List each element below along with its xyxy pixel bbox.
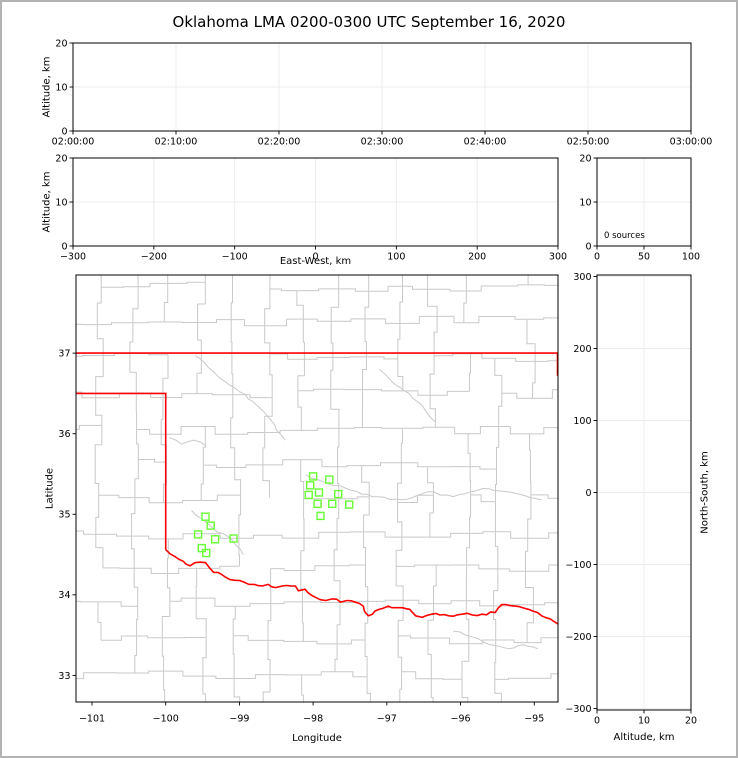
x-tick-label: 50 xyxy=(638,252,650,263)
y-tick-label: −300 xyxy=(565,704,591,715)
x-tick-label: 02:20:00 xyxy=(258,137,301,148)
y-tick-label: 35 xyxy=(58,510,70,521)
y-tick-label: 34 xyxy=(58,590,70,601)
y-axis-label: Latitude xyxy=(44,468,55,509)
x-tick-label: −300 xyxy=(60,252,86,263)
y-tick-label: 37 xyxy=(58,349,70,360)
y-axis-label: Altitude, km xyxy=(41,57,52,118)
lma-station-marker xyxy=(313,499,322,508)
x-tick-label: −95 xyxy=(524,714,544,725)
lma-station-marker xyxy=(308,472,318,481)
x-axis-label: Altitude, km xyxy=(614,732,675,743)
figure-title: Oklahoma LMA 0200-0300 UTC September 16,… xyxy=(172,13,566,31)
lma-station-marker xyxy=(334,489,343,499)
x-tick-label: 02:10:00 xyxy=(155,137,198,148)
x-tick-label: 0 xyxy=(594,252,600,263)
x-tick-label: −97 xyxy=(377,714,397,725)
lma-station-marker xyxy=(316,511,325,521)
map-content xyxy=(76,275,558,702)
lma-station-marker xyxy=(314,488,324,497)
panel-northsouth-altitude: 0 10 20 −300 −200 −100 0 100 200 300 Altitude, km N… xyxy=(565,272,710,743)
river-line xyxy=(169,437,207,447)
x-tick-label: −96 xyxy=(451,714,471,725)
x-tick-label: 0 xyxy=(594,716,600,727)
county-boundaries xyxy=(76,275,558,702)
lma-station-marker xyxy=(210,535,220,544)
x-tick-label: 300 xyxy=(549,252,567,263)
x-tick-label: −200 xyxy=(141,252,167,263)
x-axis-label: East-West, km xyxy=(280,256,351,267)
river-line xyxy=(191,509,244,555)
x-tick-label: 0 xyxy=(312,252,318,263)
x-tick-label: −100 xyxy=(222,252,248,263)
panel-map: −101 −100 −99 −98 −97 −96 −95 33 34 35 36 37 Longitu… xyxy=(44,274,559,744)
panel-altitude-histogram: 0 50 100 0 10 20 0 sources xyxy=(579,153,700,262)
y-tick-label: 20 xyxy=(55,153,67,164)
y-tick-label: 36 xyxy=(58,429,70,440)
y-tick-label: 10 xyxy=(55,197,67,208)
y-tick-label: 300 xyxy=(573,272,591,283)
river-line xyxy=(194,355,286,441)
x-tick-label: 03:00:00 xyxy=(670,137,713,148)
lma-station-marker xyxy=(306,481,315,490)
y-tick-label: 100 xyxy=(573,416,591,427)
y-tick-label: 20 xyxy=(579,153,591,164)
lma-station-marker xyxy=(193,530,203,539)
y-tick-label: 10 xyxy=(579,197,591,208)
x-tick-label: −101 xyxy=(79,714,105,725)
lma-station-marker xyxy=(304,490,313,500)
x-tick-label: 100 xyxy=(387,252,405,263)
river-line xyxy=(379,368,436,422)
right-axis-label: North-South, km xyxy=(699,451,710,534)
panel-frame xyxy=(75,274,559,703)
x-tick-label: 02:40:00 xyxy=(464,137,507,148)
y-tick-label: 200 xyxy=(573,344,591,355)
source-count-annotation: 0 sources xyxy=(604,231,645,241)
y-tick-label: 20 xyxy=(55,38,67,49)
lma-station-marker xyxy=(328,499,337,508)
lma-station-marker xyxy=(201,512,210,521)
y-tick-label: −200 xyxy=(565,632,591,643)
lma-station-marker xyxy=(206,521,215,530)
x-tick-label: 02:50:00 xyxy=(567,137,610,148)
x-tick-label: 20 xyxy=(685,716,697,727)
state-border xyxy=(76,392,167,550)
lma-station-marker xyxy=(197,543,207,553)
lma-station-marker xyxy=(345,500,354,509)
x-tick-label: −100 xyxy=(153,714,179,725)
y-tick-label: 0 xyxy=(61,126,67,137)
y-tick-label: 0 xyxy=(585,241,591,252)
river-line xyxy=(305,474,542,501)
x-tick-label: −99 xyxy=(229,714,249,725)
x-axis-label: Longitude xyxy=(292,733,342,744)
lma-station-marker xyxy=(229,534,238,543)
x-tick-label: 200 xyxy=(468,252,486,263)
x-tick-label: −98 xyxy=(303,714,323,725)
y-tick-label: 33 xyxy=(58,671,70,682)
y-tick-label: 0 xyxy=(61,241,67,252)
panel-time-altitude: 02:00:00 02:10:00 02:20:00 02:30:00 02:40:00… xyxy=(41,38,712,147)
y-axis-label: Altitude, km xyxy=(41,172,52,233)
lma-station-marker xyxy=(325,475,334,484)
state-border xyxy=(76,352,558,376)
panel-eastwest-altitude: −300 −200 −100 0 100 200 300 0 10 20 East-West, km… xyxy=(41,153,567,267)
state-border-red-river xyxy=(165,549,558,625)
y-tick-label: 0 xyxy=(585,488,591,499)
x-tick-label: 10 xyxy=(638,716,650,727)
y-tick-label: −100 xyxy=(565,560,591,571)
y-tick-label: 10 xyxy=(55,82,67,93)
river-line xyxy=(453,630,539,650)
x-tick-label: 02:00:00 xyxy=(52,137,95,148)
x-tick-label: 100 xyxy=(682,252,700,263)
x-tick-label: 02:30:00 xyxy=(361,137,404,148)
lma-station-marker xyxy=(201,548,211,558)
